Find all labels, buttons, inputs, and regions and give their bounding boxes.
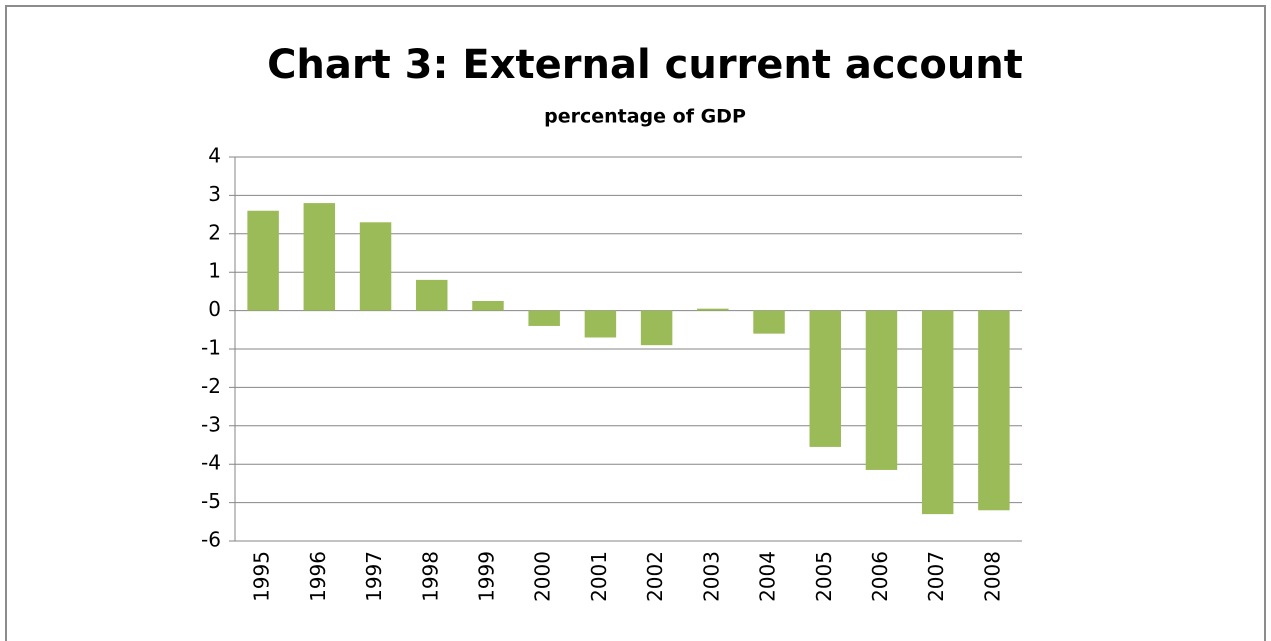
y-tick-label: -2 [201,374,221,398]
bar [528,310,560,326]
x-tick-label: 2008 [980,551,1004,602]
x-tick-label: 2000 [531,551,555,602]
x-tick-label: 1996 [306,551,330,602]
y-tick-label: -3 [201,412,221,436]
chart-title: Chart 3: External current account [267,42,1023,88]
x-tick-label: 1998 [418,551,442,602]
bar [753,310,785,334]
y-tick-label: 2 [208,220,221,244]
x-tick-label: 1999 [474,551,498,602]
bar [359,222,392,311]
x-tick-label: 1995 [250,551,274,602]
chart-subtitle: percentage of GDP [544,106,746,128]
y-tick-label: 0 [208,297,221,321]
bar [921,310,954,515]
bar [472,301,504,311]
bar [865,310,898,470]
bar [303,203,336,311]
x-tick-label: 2004 [756,551,780,602]
x-tick-label: 2007 [924,551,948,602]
y-tick-label: -4 [201,451,221,475]
y-tick-label: -5 [201,489,221,513]
x-tick-label: 2001 [587,551,611,602]
bar [697,308,729,311]
x-tick-label: 2006 [868,551,892,602]
bar [978,310,1010,511]
x-tick-label: 2003 [699,551,723,602]
bar [247,210,279,311]
x-tick-label: 2005 [812,551,836,602]
chart-frame [5,5,1266,641]
y-tick-label: -1 [201,336,221,360]
bar [416,279,448,311]
x-tick-label: 1997 [362,551,386,602]
y-tick-label: 1 [208,259,221,283]
y-tick-label: 3 [208,182,221,206]
y-tick-label: -6 [201,528,221,552]
x-tick-label: 2002 [643,551,667,602]
y-tick-label: 4 [208,144,221,168]
bar [809,310,841,447]
bar [640,310,673,346]
bar [584,310,617,338]
